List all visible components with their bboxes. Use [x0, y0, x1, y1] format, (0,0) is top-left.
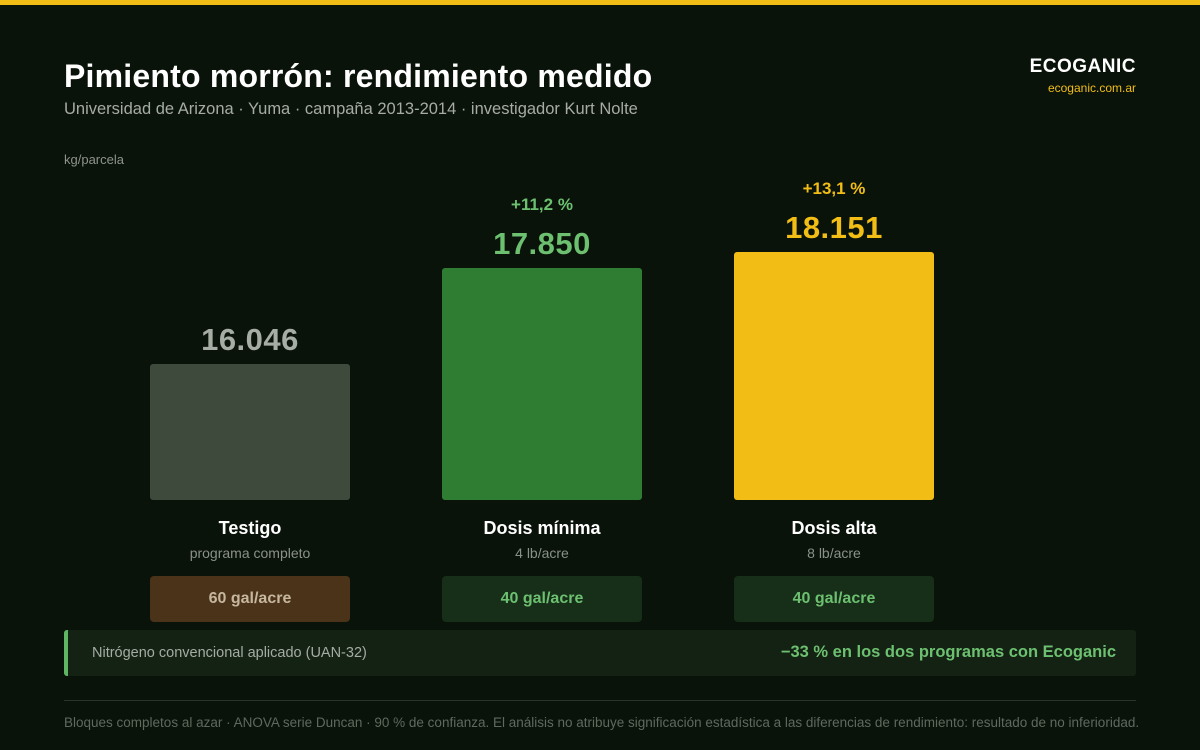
nitrogen-label: Nitrógeno convencional aplicado (UAN-32): [92, 645, 367, 661]
footnote: Bloques completos al azar · ANOVA serie …: [64, 715, 1140, 730]
y-axis-unit-label: kg/parcela: [64, 152, 124, 167]
chart-title: Pimiento morrón: rendimiento medido: [64, 58, 653, 94]
category-label: Dosis alta: [791, 518, 877, 538]
category-sublabel: programa completo: [189, 545, 311, 561]
category-sublabel: 4 lb/acre: [515, 545, 569, 561]
brand-name: ECOGANIC: [1029, 56, 1136, 77]
brand-block: ECOGANIC ecoganic.com.ar: [1030, 56, 1136, 95]
nitrogen-result: −33 % en los dos programas con Ecoganic: [780, 643, 1116, 661]
category-sublabel: 8 lb/acre: [807, 545, 861, 561]
bar-1: [150, 364, 350, 500]
footer-divider: [64, 700, 1136, 701]
nitrogen-summary-box: Nitrógeno convencional aplicado (UAN-32)…: [64, 630, 1136, 676]
bar-delta-label: +13,1 %: [802, 179, 866, 198]
bar-delta-label: +11,2 %: [511, 195, 573, 214]
brand-url: ecoganic.com.ar: [1047, 81, 1136, 95]
bar-value-label: 17.850: [493, 226, 591, 261]
nitrogen-dose-chip: 40 gal/acre: [734, 576, 934, 622]
nitrogen-dose-chip: 40 gal/acre: [442, 576, 642, 622]
bar-2: [442, 268, 642, 500]
chart-subtitle: Universidad de Arizona · Yuma · campaña …: [64, 100, 638, 118]
bar-value-label: 18.151: [785, 210, 883, 245]
bar-3: [734, 252, 934, 500]
bar-value-label: 16.046: [201, 322, 299, 357]
category-label: Dosis mínima: [483, 518, 601, 538]
nitrogen-dose-chip: 60 gal/acre: [150, 576, 350, 622]
category-label: Testigo: [218, 518, 282, 538]
top-accent-stripe: [0, 0, 1200, 5]
